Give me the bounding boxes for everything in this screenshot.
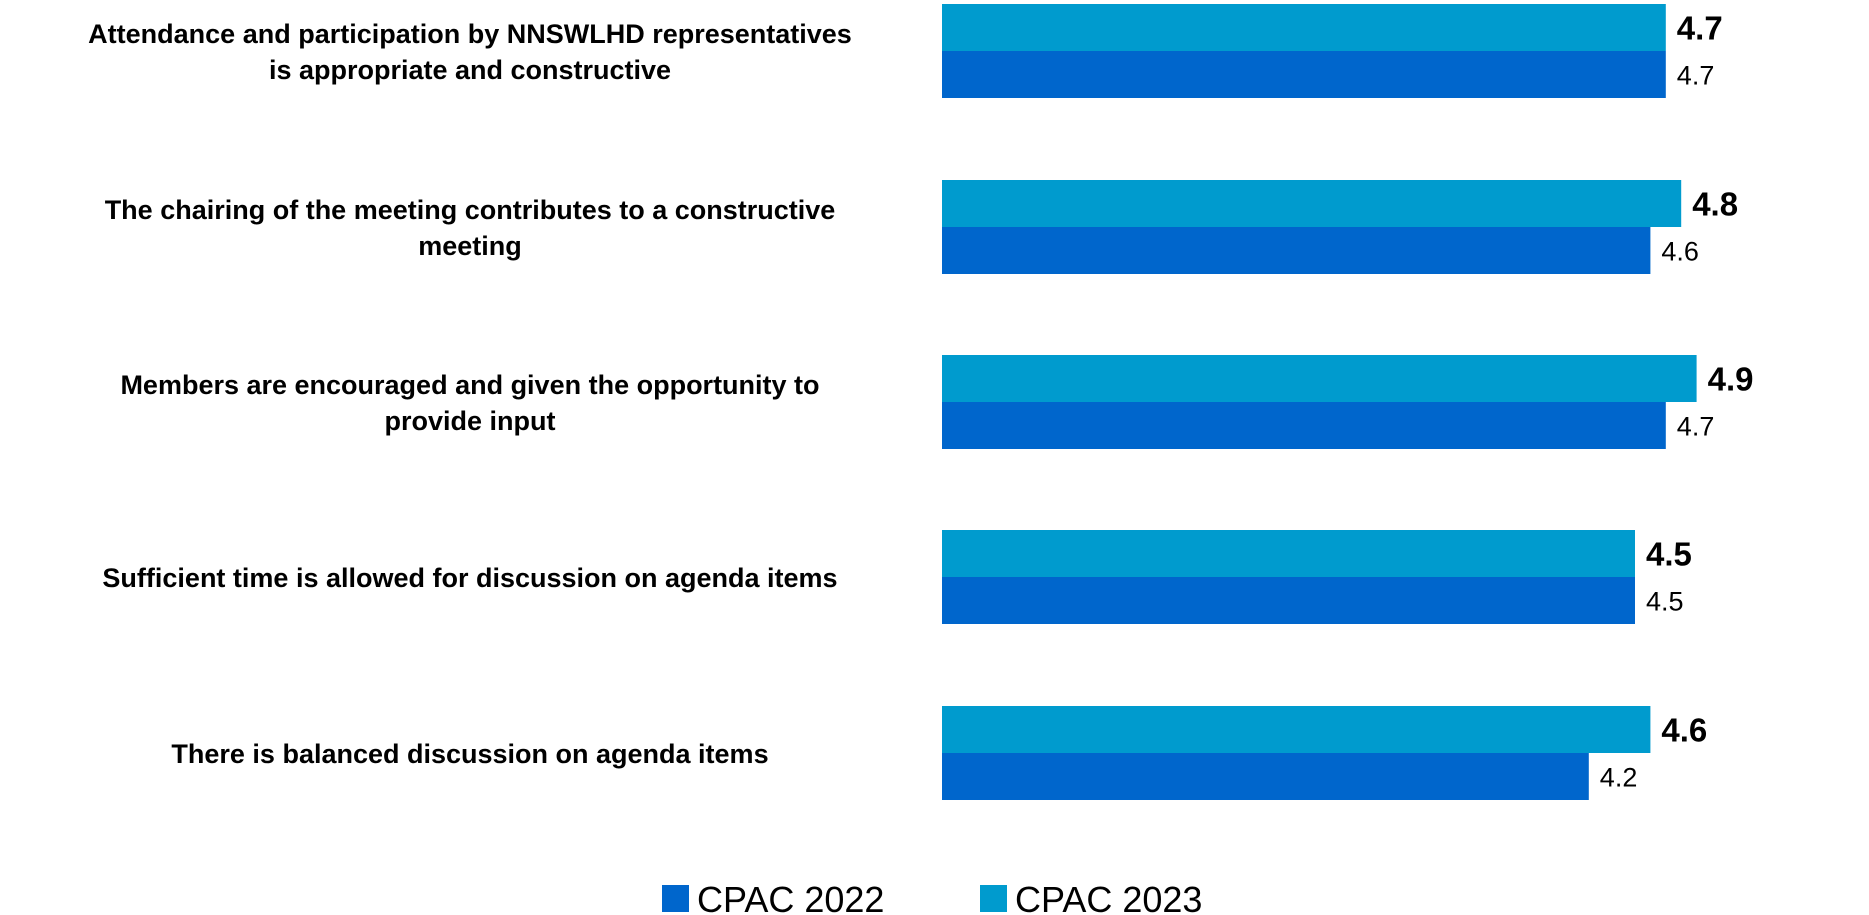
category-label-2-line-1: provide input	[385, 406, 556, 436]
data-label-cpac-2023-4: 4.6	[1661, 712, 1707, 749]
data-label-cpac-2023-3: 4.5	[1646, 536, 1692, 573]
legend-label-cpac-2023: CPAC 2023	[1015, 879, 1202, 915]
bar-cpac-2023-3	[942, 530, 1635, 577]
legend-label-cpac-2022: CPAC 2022	[697, 879, 884, 915]
data-label-cpac-2022-1: 4.6	[1661, 237, 1699, 267]
data-label-cpac-2022-2: 4.7	[1677, 412, 1715, 442]
bar-cpac-2023-1	[942, 180, 1682, 227]
category-label-0-line-0: Attendance and participation by NNSWLHD …	[88, 19, 852, 49]
bar-cpac-2022-4	[942, 753, 1589, 800]
bar-cpac-2022-1	[942, 227, 1651, 274]
category-label-1-line-0: The chairing of the meeting contributes …	[105, 195, 836, 225]
data-label-cpac-2023-2: 4.9	[1708, 361, 1754, 398]
bar-cpac-2022-0	[942, 51, 1666, 98]
bar-cpac-2023-4	[942, 706, 1651, 753]
data-label-cpac-2022-3: 4.5	[1646, 587, 1684, 617]
legend-swatch-cpac-2022	[662, 885, 689, 912]
category-label-4-line-0: There is balanced discussion on agenda i…	[171, 739, 768, 769]
data-label-cpac-2023-0: 4.7	[1677, 10, 1723, 47]
data-label-cpac-2022-0: 4.7	[1677, 61, 1715, 91]
data-label-cpac-2022-4: 4.2	[1600, 763, 1638, 793]
bar-cpac-2023-2	[942, 355, 1697, 402]
category-label-2-line-0: Members are encouraged and given the opp…	[120, 370, 819, 400]
bar-cpac-2023-0	[942, 4, 1666, 51]
category-label-1-line-1: meeting	[418, 231, 522, 261]
category-label-3-line-0: Sufficient time is allowed for discussio…	[102, 563, 837, 593]
bar-cpac-2022-2	[942, 402, 1666, 449]
legend-swatch-cpac-2023	[980, 885, 1007, 912]
data-label-cpac-2023-1: 4.8	[1692, 186, 1738, 223]
bar-cpac-2022-3	[942, 577, 1635, 624]
category-label-0-line-1: is appropriate and constructive	[269, 55, 671, 85]
